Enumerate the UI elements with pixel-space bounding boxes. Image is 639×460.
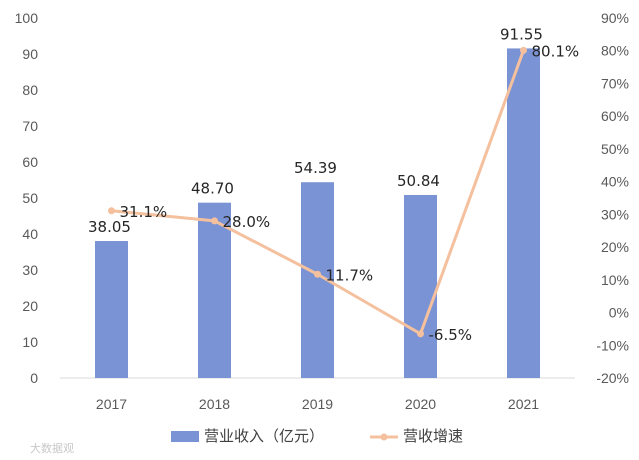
left-tick-label: 40: [22, 226, 38, 242]
bar: [198, 202, 231, 378]
left-tick-label: 60: [22, 154, 38, 170]
right-tick-label: 60%: [601, 108, 629, 124]
left-axis: 0 10 20 30 40 50 60 70 80 90 100: [15, 10, 39, 386]
right-tick-label: 70%: [601, 75, 629, 91]
right-tick-label: -20%: [596, 370, 629, 386]
right-tick-label: 10%: [601, 272, 629, 288]
bar-data-label: 91.55: [500, 25, 543, 43]
bar: [95, 241, 128, 378]
x-tick-label: 2020: [405, 396, 436, 412]
legend: 营业收入（亿元） 营收增速: [171, 427, 463, 445]
x-axis: 2017 2018 2019 2020 2021: [96, 396, 539, 412]
right-tick-label: 20%: [601, 239, 629, 255]
right-tick-label: 30%: [601, 206, 629, 222]
growth-data-label: 80.1%: [532, 42, 580, 60]
bar-data-label: 54.39: [294, 159, 337, 177]
legend-line-marker: [380, 433, 388, 441]
left-tick-label: 30: [22, 262, 38, 278]
left-tick-label: 100: [15, 10, 39, 26]
growth-data-label: 28.0%: [223, 213, 271, 231]
bar: [507, 48, 540, 379]
bar-data-label: 50.84: [397, 172, 440, 190]
x-tick-label: 2021: [508, 396, 539, 412]
growth-point: [108, 207, 115, 215]
x-tick-label: 2018: [199, 396, 230, 412]
left-tick-label: 20: [22, 298, 38, 314]
growth-data-label: 11.7%: [326, 266, 374, 284]
growth-data-label: -6.5%: [429, 326, 473, 344]
right-tick-label: -10%: [596, 337, 629, 353]
growth-data-label: 31.1%: [120, 203, 168, 221]
bar-series: 38.05 48.70 54.39 50.84 91.55: [88, 25, 543, 379]
left-tick-label: 0: [30, 370, 38, 386]
right-tick-label: 0%: [609, 305, 629, 321]
right-axis: -20% -10% 0% 10% 20% 30% 40% 50% 60% 70% 80% 90%: [596, 10, 629, 386]
left-tick-label: 80: [22, 82, 38, 98]
left-tick-label: 10: [22, 334, 38, 350]
left-tick-label: 70: [22, 118, 38, 134]
legend-bar-swatch: [171, 431, 199, 442]
bar-data-label: 48.70: [191, 180, 234, 198]
x-tick-label: 2017: [96, 396, 127, 412]
left-tick-label: 50: [22, 190, 38, 206]
growth-point: [314, 270, 321, 278]
watermark: 大数据观: [30, 441, 74, 455]
growth-point: [211, 217, 218, 225]
right-tick-label: 90%: [601, 10, 629, 26]
right-tick-label: 50%: [601, 141, 629, 157]
legend-line-label: 营收增速: [403, 427, 463, 445]
growth-point: [417, 330, 424, 338]
x-tick-label: 2019: [302, 396, 333, 412]
growth-point: [520, 46, 527, 54]
legend-bar-label: 营业收入（亿元）: [204, 427, 324, 445]
bar: [404, 194, 437, 378]
right-tick-label: 40%: [601, 174, 629, 190]
line-series: 31.1% 28.0% 11.7% -6.5% 80.1%: [108, 42, 580, 344]
right-tick-label: 80%: [601, 43, 629, 59]
left-tick-label: 90: [22, 46, 38, 62]
bar-data-label: 38.05: [88, 218, 131, 236]
